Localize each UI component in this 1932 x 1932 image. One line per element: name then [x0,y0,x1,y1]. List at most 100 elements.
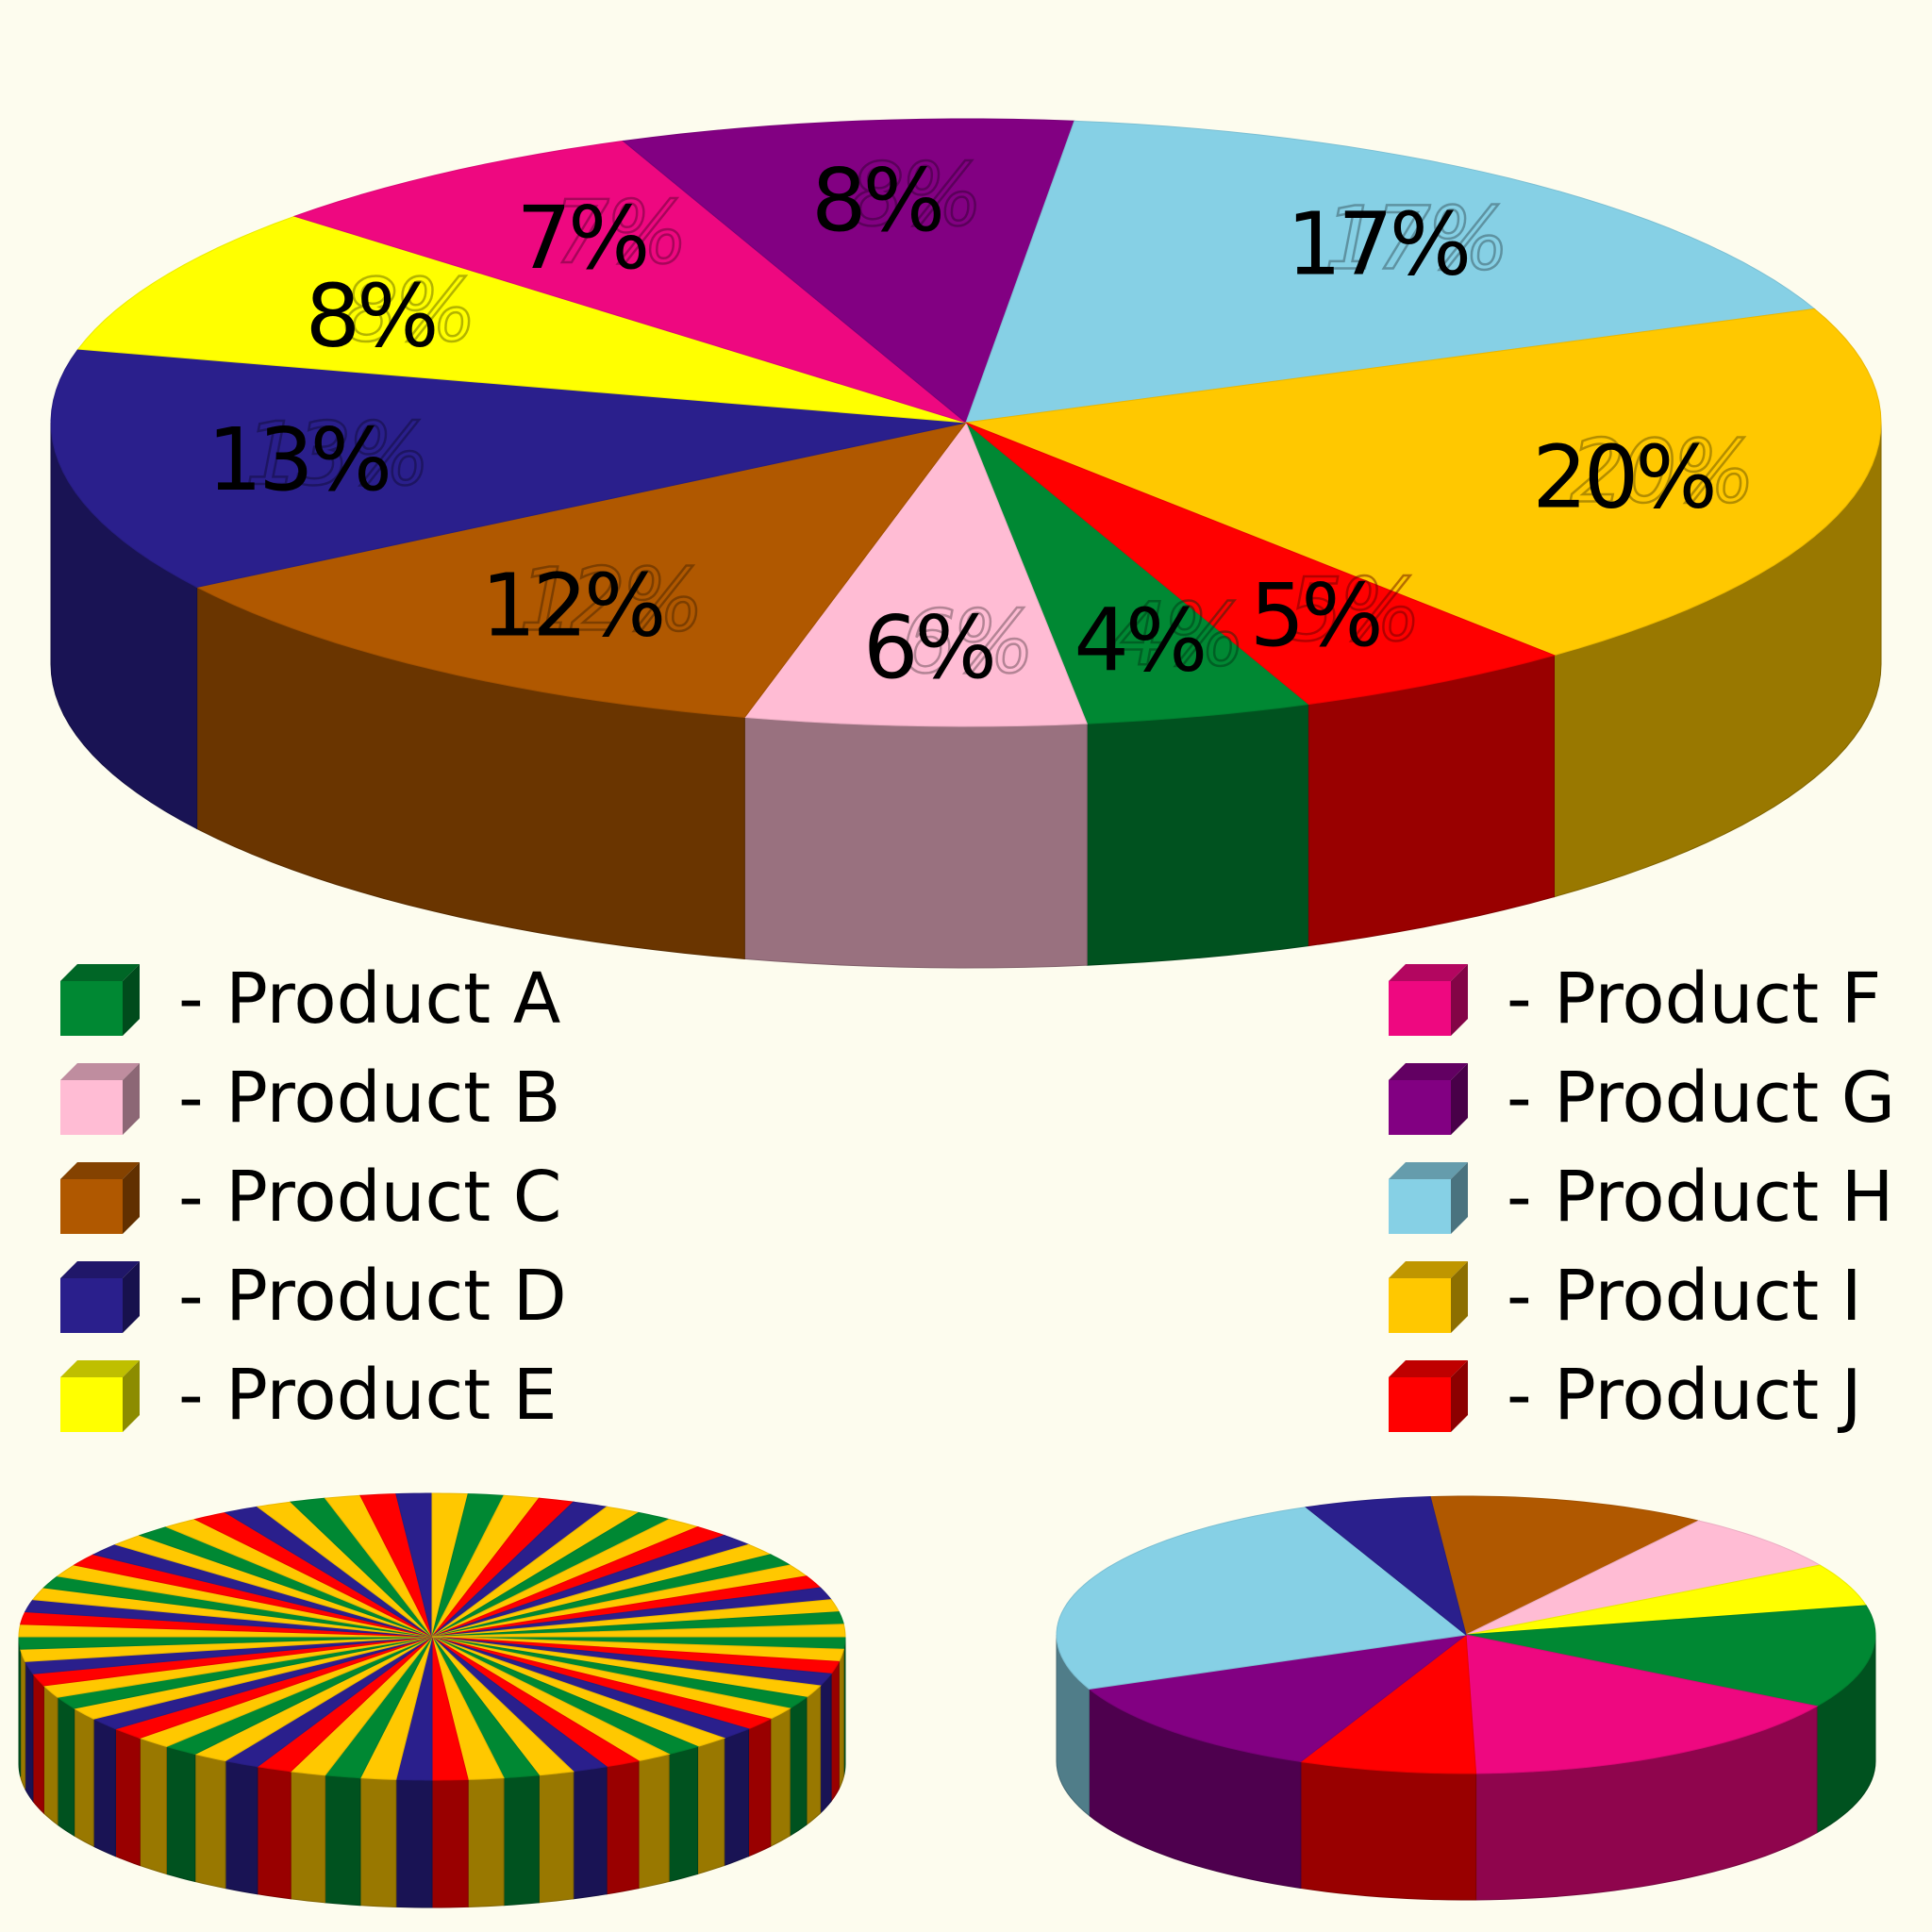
striped-pie-slice-stripe-4 [431,1636,822,1698]
legend-swatch-product-a [60,964,140,1036]
striped-pie-side-stripe-15 [503,1774,540,1907]
striped-pie-side-stripe-12 [606,1760,640,1895]
striped-pie-slice-stripe-26 [138,1636,433,1747]
small-pie-slice-product-e [1465,1564,1868,1636]
striped-pie-slice-stripe-35 [18,1636,433,1650]
legend-swatch-product-e [60,1360,140,1432]
striped-pie-side-stripe-4 [806,1684,822,1826]
striped-pie-slice-stripe-25 [164,1636,433,1756]
striped-pie-side-stripe-19 [359,1777,397,1907]
striped-pie-slice-stripe-32 [31,1636,433,1687]
striped-pie-side-stripe-17 [431,1778,469,1908]
legend-swatch-product-h [1389,1162,1468,1234]
striped-pie-slice-stripe-43 [92,1543,433,1638]
striped-pie-slice-stripe-14 [431,1636,575,1776]
main-pie-slice-product-i [964,308,1882,657]
data-label-product-a: 4% [1074,590,1204,691]
striped-pie-side-stripe-35 [18,1636,22,1777]
legend-swatch-product-c [60,1162,140,1234]
striped-pie-slice-stripe-70 [431,1611,844,1638]
small-pie-slice-product-f [1465,1634,1819,1774]
small-pie-slice-product-a [1465,1605,1876,1707]
striped-pie-side-stripe-8 [724,1727,750,1867]
striped-pie-side-stripe-20 [325,1774,361,1907]
main-pie-slice-product-e [76,215,967,424]
data-label-product-b: 6% [863,597,993,698]
striped-pie-side-stripe-13 [573,1766,608,1900]
striped-pie-slice-stripe-48 [224,1506,433,1638]
main-pie-slice-product-f [292,140,967,424]
legend-swatch-product-i [1389,1261,1468,1333]
legend-label-product-g: - Product G [1507,1058,1895,1139]
striped-pie-side-stripe-6 [770,1707,791,1847]
small-pie-slice-product-d [1305,1496,1467,1637]
legend-label-product-j: - Product J [1507,1355,1862,1436]
legend-swatch-product-d [60,1261,140,1333]
striped-pie-side-stripe-16 [467,1777,505,1907]
striped-pie-side-stripe-29 [74,1707,94,1847]
striped-pie-slice-stripe-50 [290,1497,433,1638]
legend-swatch-product-b [60,1063,140,1135]
legend-label-product-d: - Product D [178,1256,567,1337]
striped-pie-slice-stripe-7 [431,1636,773,1730]
striped-pie-side-stripe-25 [165,1745,196,1883]
legend-label-product-f: - Product F [1507,958,1881,1040]
small-pie-chart [1056,1495,1876,1901]
striped-pie-side-stripe-24 [194,1753,226,1890]
striped-pie-side-stripe-26 [139,1737,167,1875]
striped-pie-side-stripe-5 [789,1696,808,1837]
striped-pie-slice-stripe-61 [431,1518,700,1638]
main-pie-slice-product-a [965,422,1310,724]
main-pie-slice-product-b [743,421,1089,727]
main-pie-slice-product-d [50,348,967,588]
main-pie-chart [50,118,1882,969]
striped-pie-slice-stripe-6 [431,1636,791,1720]
legend-swatch-product-j [1389,1360,1468,1432]
striped-pie-side-stripe-18 [395,1778,433,1908]
striped-pie-slice-stripe-42 [73,1554,433,1638]
striped-pie-slice-stripe-62 [431,1526,726,1638]
data-label-product-d: 13% [208,409,389,510]
striped-pie-side-stripe-14 [538,1771,575,1904]
data-label-shadow-product-d: 13% [245,404,426,505]
main-pie-side-product-a [1086,703,1309,966]
striped-pie-slice-stripe-24 [193,1636,433,1762]
striped-pie-slice-stripe-53 [395,1492,433,1638]
striped-pie-side-stripe-23 [225,1760,258,1895]
small-pie-side-product-j [1300,1760,1477,1901]
striped-pie-slice-stripe-44 [113,1534,433,1638]
striped-pie-slice-stripe-64 [431,1543,773,1638]
striped-pie-chart [18,1492,846,1908]
striped-pie-side-stripe-30 [57,1696,75,1837]
striped-pie-slice-stripe-49 [256,1501,433,1638]
striped-pie-side-stripe-21 [290,1771,326,1904]
data-label-shadow-product-e: 8% [343,260,474,361]
striped-pie-side-stripe-32 [32,1672,44,1815]
striped-pie-slice-stripe-66 [431,1564,808,1638]
data-label-product-c: 12% [481,556,662,657]
data-label-shadow-product-i: 20% [1570,422,1751,523]
striped-pie-slice-stripe-8 [431,1636,751,1740]
legend-swatch-product-g [1389,1063,1468,1135]
legend-label-product-a: - Product A [178,958,561,1040]
striped-pie-slice-stripe-40 [42,1575,433,1638]
striped-pie-side-stripe-3 [820,1672,832,1815]
striped-pie-side-stripe-2 [830,1661,840,1803]
striped-pie-slice-stripe-60 [431,1511,671,1638]
striped-pie-slice-stripe-47 [193,1511,433,1638]
striped-pie-side-stripe-28 [92,1718,116,1857]
small-pie-slice-product-h [1056,1507,1468,1690]
legend-label-product-h: - Product H [1507,1157,1893,1238]
striped-pie-slice-stripe-65 [431,1554,791,1638]
legend-right: - Product F - Product G - Product H - Produ… [1389,958,1895,1436]
main-pie-slice-product-h [965,120,1816,424]
striped-pie-slice-stripe-16 [431,1636,505,1780]
striped-pie-slice-stripe-63 [431,1534,751,1638]
main-pie-slice-product-c [195,422,968,718]
striped-pie-side-stripe-33 [25,1661,34,1803]
main-pie-slice-product-j [965,422,1557,706]
main-pie-side-walls [50,422,1882,969]
striped-pie-side-stripe-31 [42,1684,58,1826]
striped-pie-slice-stripe-10 [431,1636,700,1756]
